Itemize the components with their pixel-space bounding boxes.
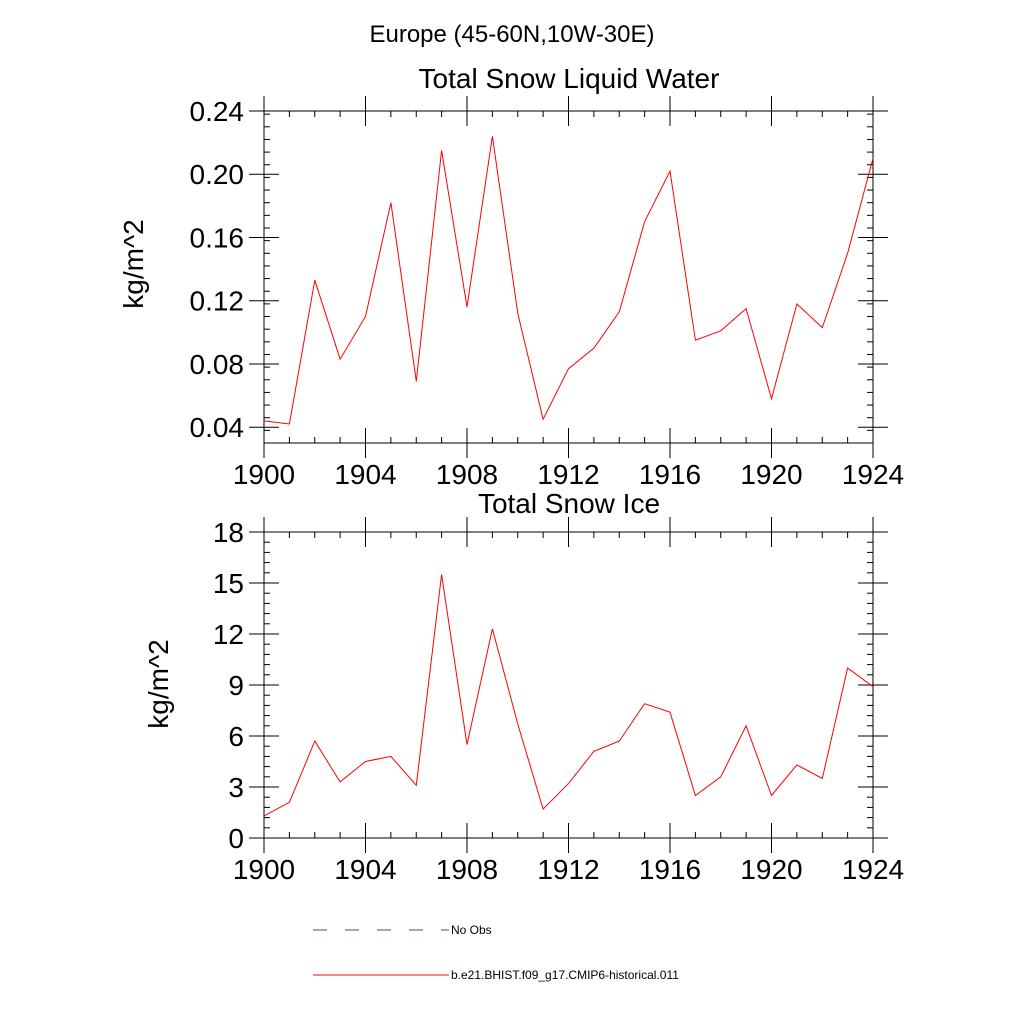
series-line	[263, 136, 874, 425]
x-tick-label: 1900	[233, 459, 295, 490]
y-tick-label: 6	[228, 721, 244, 752]
y-axis-label: kg/m^2	[118, 219, 149, 308]
y-tick-label: 15	[213, 568, 244, 599]
x-tick-label: 1904	[334, 459, 396, 490]
y-tick-label: 18	[213, 517, 244, 548]
legend-item-no-obs: No Obs	[313, 923, 492, 937]
plot-frame	[263, 110, 874, 444]
panel-title: Total Snow Liquid Water	[419, 63, 720, 94]
x-tick-label: 1920	[740, 854, 802, 885]
y-tick-label: 0.16	[190, 222, 245, 253]
plot-frame	[263, 531, 874, 839]
x-tick-label: 1920	[740, 459, 802, 490]
legend-label: b.e21.BHIST.f09_g17.CMIP6-historical.011	[451, 968, 679, 982]
y-tick-label: 0.20	[190, 159, 245, 190]
figure-suptitle: Europe (45-60N,10W-30E)	[369, 21, 654, 48]
x-tick-label: 1908	[436, 854, 498, 885]
legend: No Obs b.e21.BHIST.f09_g17.CMIP6-histori…	[313, 923, 679, 982]
x-tick-label: 1900	[233, 854, 295, 885]
y-tick-label: 0.08	[190, 349, 245, 380]
x-tick-label: 1916	[639, 459, 701, 490]
y-tick-label: 3	[228, 772, 244, 803]
y-axis-label: kg/m^2	[143, 639, 174, 728]
y-tick-label: 0.12	[190, 286, 245, 317]
x-tick-label: 1904	[334, 854, 396, 885]
x-tick-label: 1916	[639, 854, 701, 885]
y-tick-label: 0.24	[190, 96, 245, 127]
legend-item-model-run: b.e21.BHIST.f09_g17.CMIP6-historical.011	[313, 968, 679, 982]
legend-label: No Obs	[451, 923, 492, 937]
x-tick-label: 1912	[537, 854, 599, 885]
snow-liquid-water-panel: Total Snow Liquid Water kg/m^2 1900 1904 1…	[118, 63, 904, 490]
y-tick-label: 12	[213, 619, 244, 650]
snow-ice-panel: Total Snow Ice kg/m^2 1900 1904 1908 1912 19…	[143, 488, 904, 885]
y-tick-label: 0	[228, 823, 244, 854]
x-tick-label: 1924	[842, 459, 904, 490]
panel-title: Total Snow Ice	[478, 488, 660, 519]
series-line	[263, 574, 874, 817]
y-tick-label: 9	[228, 670, 244, 701]
x-tick-label: 1912	[537, 459, 599, 490]
x-tick-label: 1924	[842, 854, 904, 885]
x-tick-label: 1908	[436, 459, 498, 490]
y-tick-label: 0.04	[190, 412, 245, 443]
